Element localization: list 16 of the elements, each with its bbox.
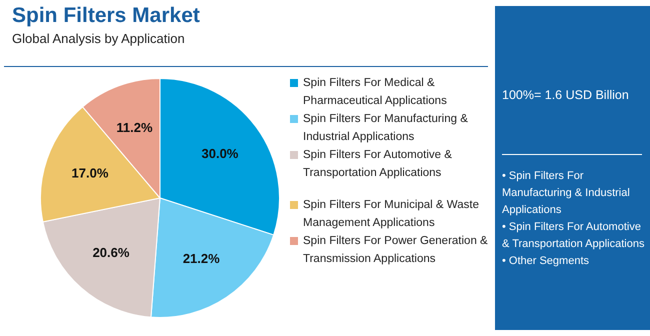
chart-subtitle: Global Analysis by Application [12,31,185,46]
legend-label: Spin Filters For Medical & Pharmaceutical Applications [303,76,448,109]
data-label: 17.0% [72,165,109,180]
data-label: 21.2% [182,251,220,266]
legend-label: Spin Filters For Power Generation & Transmission Applications [303,234,489,267]
text: • Spin Filters For Manufacturing & Industrial Applications [502,169,631,218]
text: 100%= 1.6 USD Billion [502,88,630,102]
data-label: 30.0% [202,146,239,162]
legend-label: Spin Filters For Municipal & Waste Management Applications [303,198,480,231]
data-label: 20.6% [92,245,130,260]
chart-title: Spin Filters Market [12,4,200,28]
text: • Spin Filters For Automotive & Transportation Applications [502,220,646,252]
text: • Other Segments [502,254,590,269]
legend-label: Spin Filters For Manufacturing & Industrial Applications [303,112,469,145]
legend-label: Spin Filters For Automotive & Transportation Applications [303,148,453,181]
data-label: 11.2% [116,120,153,136]
